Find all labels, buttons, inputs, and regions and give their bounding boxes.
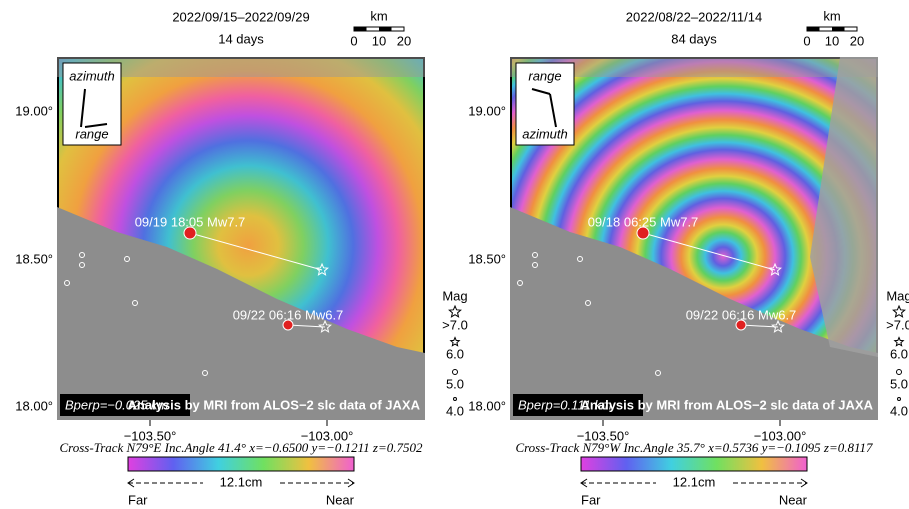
credit: Analysis by MRI from ALOS−2 slc data of … [581, 397, 874, 412]
scale-tick-label: 10 [825, 33, 839, 48]
colorbar-left: Far [581, 492, 601, 507]
mag-symbol [451, 338, 460, 346]
scale-tick-label: 0 [350, 33, 357, 48]
colorbar [128, 457, 354, 471]
epicenter-star [316, 264, 327, 275]
scale-tick-label: 10 [372, 33, 386, 48]
colorbar-right: Near [326, 492, 355, 507]
mag-symbol [897, 370, 902, 375]
lat-tick-label: 18.00° [15, 398, 53, 413]
scale-unit: km [823, 8, 840, 23]
scale-tick-label: 20 [397, 33, 411, 48]
mag-label: 6.0 [446, 346, 464, 361]
panel-title: 2022/08/22–2022/11/14 [626, 9, 762, 24]
credit: Analysis by MRI from ALOS−2 slc data of … [128, 397, 421, 412]
lat-tick-label: 19.00° [15, 103, 53, 118]
mag-symbol [898, 398, 901, 401]
event-label: 09/22 06:16 Mw6.7 [686, 307, 797, 322]
lat-tick-label: 19.00° [468, 103, 506, 118]
mag-label: >7.0 [442, 317, 468, 332]
event-label: 09/19 18:05 Mw7.7 [135, 214, 246, 229]
mag-title: Mag [442, 288, 467, 303]
mag-label: 5.0 [446, 376, 464, 391]
mag-title: Mag [886, 288, 909, 303]
mag-symbol [895, 338, 904, 346]
mag-symbol [449, 306, 460, 317]
epicenter-star [769, 264, 780, 275]
panel-title: 2022/09/15–2022/09/29 [172, 9, 309, 24]
page: 2022/09/15–2022/09/29 14 days km 0 10 20 azimu… [0, 0, 909, 509]
hillshade [810, 57, 878, 357]
caption: Cross-Track N79°W Inc.Angle 35.7° x=0.57… [515, 440, 873, 455]
lat-tick-label: 18.50° [468, 251, 506, 266]
direction-label: azimuth [522, 126, 568, 141]
mag-label: 5.0 [890, 376, 908, 391]
mag-label: >7.0 [886, 317, 909, 332]
lat-tick-label: 18.50° [15, 251, 53, 266]
mag-label: 4.0 [890, 403, 908, 418]
lat-tick-label: 18.00° [468, 398, 506, 413]
scale-tick-label: 0 [803, 33, 810, 48]
direction-label: azimuth [69, 68, 115, 83]
caption: Cross-Track N79°E Inc.Angle 41.4° x=−0.6… [60, 440, 423, 455]
colorbar-center: 12.1cm [220, 474, 263, 489]
colorbar [581, 457, 807, 471]
event-label: 09/22 06:16 Mw6.7 [233, 307, 344, 322]
colorbar-center: 12.1cm [673, 474, 716, 489]
mag-label: 4.0 [446, 403, 464, 418]
scale-bar [354, 27, 367, 31]
event-label: 09/18 06:25 Mw7.7 [588, 214, 699, 229]
direction-label: range [75, 126, 108, 141]
mag-symbol [453, 370, 458, 375]
rupture-line [190, 233, 322, 270]
colorbar-right: Near [779, 492, 808, 507]
rupture-line [643, 233, 775, 270]
scale-bar [379, 27, 392, 31]
direction-label: range [528, 68, 561, 83]
duration: 14 days [218, 31, 264, 46]
colorbar-left: Far [128, 492, 148, 507]
scale-tick-label: 20 [850, 33, 864, 48]
mag-label: 6.0 [890, 346, 908, 361]
mag-symbol [893, 306, 904, 317]
duration: 84 days [671, 31, 717, 46]
scale-bar [807, 27, 820, 31]
scale-bar [832, 27, 845, 31]
mag-symbol [454, 398, 457, 401]
overlay: 2022/09/15–2022/09/29 14 days km 0 10 20 azimu… [0, 0, 909, 509]
scale-unit: km [370, 8, 387, 23]
